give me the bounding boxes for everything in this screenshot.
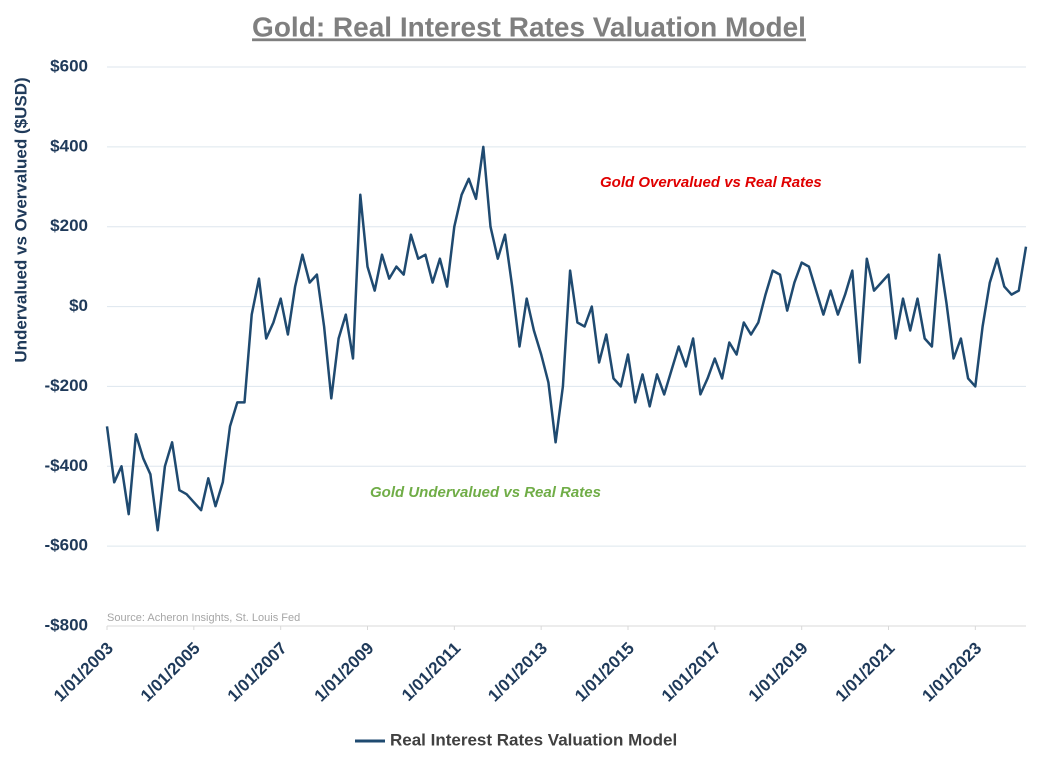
x-tick-label: 1/01/2003 bbox=[50, 639, 117, 706]
data-line bbox=[105, 145, 1028, 532]
y-tick-label: -$800 bbox=[45, 615, 88, 634]
legend-label: Real Interest Rates Valuation Model bbox=[390, 730, 677, 749]
x-tick-label: 1/01/2021 bbox=[832, 639, 899, 706]
x-tick-label: 1/01/2017 bbox=[658, 639, 725, 706]
annotation: Gold Overvalued vs Real Rates bbox=[600, 174, 822, 191]
y-tick-label: -$600 bbox=[45, 536, 88, 555]
x-tick-label: 1/01/2013 bbox=[484, 639, 551, 706]
y-axis-title: Undervalued vs Overvalued ($USD) bbox=[11, 77, 30, 362]
y-tick-label: -$200 bbox=[45, 376, 88, 395]
chart-title: Gold: Real Interest Rates Valuation Mode… bbox=[252, 11, 806, 42]
source-note: Source: Acheron Insights, St. Louis Fed bbox=[107, 612, 300, 624]
x-tick-label: 1/01/2009 bbox=[311, 639, 378, 706]
annotation: Gold Undervalued vs Real Rates bbox=[370, 484, 601, 501]
x-tick-label: 1/01/2007 bbox=[224, 639, 291, 706]
y-tick-label: $400 bbox=[50, 136, 88, 155]
x-tick-label: 1/01/2023 bbox=[918, 639, 985, 706]
y-tick-label: $200 bbox=[50, 216, 88, 235]
x-tick-label: 1/01/2011 bbox=[398, 639, 464, 705]
x-tick-label: 1/01/2015 bbox=[571, 639, 638, 706]
x-tick-label: 1/01/2019 bbox=[745, 639, 812, 706]
y-tick-label: $0 bbox=[69, 296, 88, 315]
y-tick-label: -$400 bbox=[45, 456, 88, 475]
x-tick-label: 1/01/2005 bbox=[137, 639, 204, 706]
y-tick-label: $600 bbox=[50, 56, 88, 75]
